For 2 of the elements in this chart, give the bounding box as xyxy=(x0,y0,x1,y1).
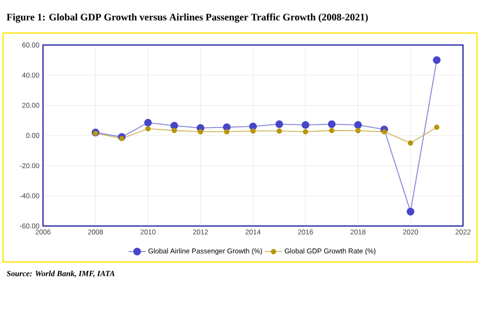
source-note: Source: World Bank, IMF, IATA xyxy=(6,270,115,278)
chart-title: Figure 1: Global GDP Growth versus Airlines Passenger Traffic Growth (2008-2021) xyxy=(6,13,368,23)
